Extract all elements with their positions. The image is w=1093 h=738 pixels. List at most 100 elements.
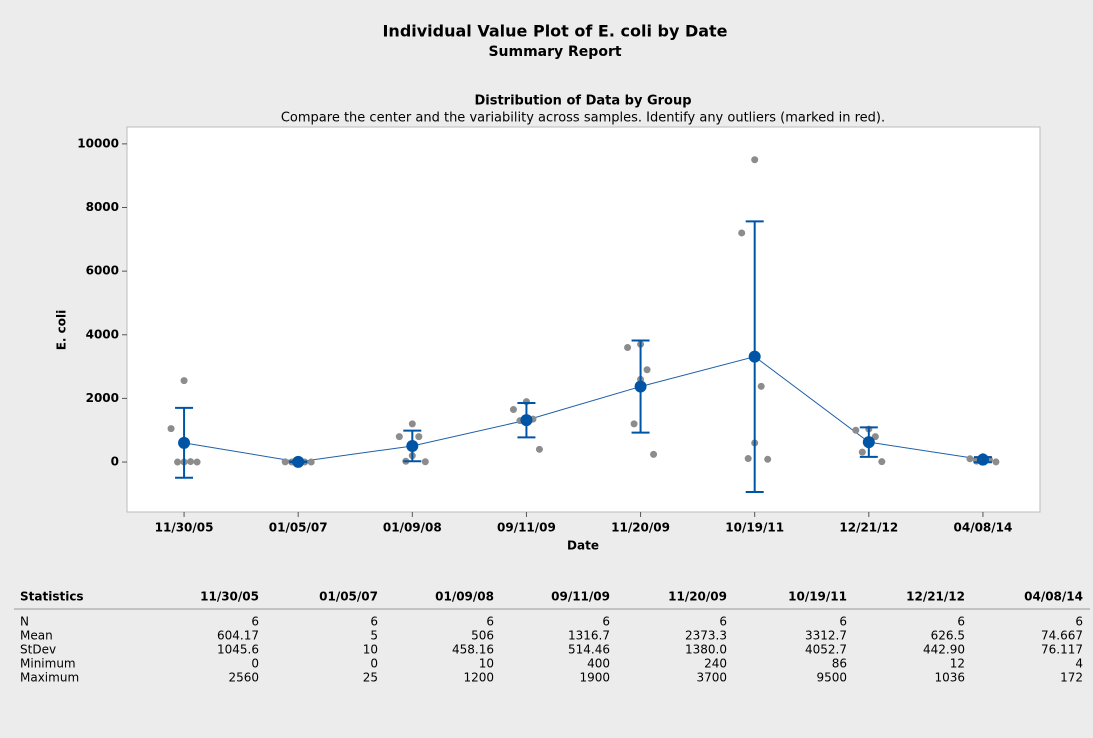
table-cell: 2373.3 bbox=[685, 629, 727, 643]
table-cell: 9500 bbox=[816, 671, 847, 685]
table-cell: 12 bbox=[950, 657, 965, 671]
table-cell: 442.90 bbox=[923, 643, 965, 657]
mean-marker bbox=[976, 453, 989, 466]
table-cell: 400 bbox=[587, 657, 610, 671]
x-tick-label: 12/21/12 bbox=[839, 521, 898, 535]
data-point bbox=[858, 448, 866, 456]
table-cell: 506 bbox=[471, 629, 494, 643]
x-tick-label: 01/09/08 bbox=[383, 521, 442, 535]
data-point bbox=[281, 458, 289, 466]
table-cell: 6 bbox=[839, 615, 847, 629]
mean-marker bbox=[292, 455, 305, 468]
data-point bbox=[624, 344, 632, 351]
table-cell: 86 bbox=[832, 657, 847, 671]
mean-marker bbox=[178, 436, 191, 449]
table-row-label: Maximum bbox=[20, 671, 79, 685]
table-cell: 240 bbox=[704, 657, 727, 671]
table-cell: 0 bbox=[251, 657, 259, 671]
table-cell: 4052.7 bbox=[805, 643, 847, 657]
data-point bbox=[643, 366, 651, 374]
table-cell: 626.5 bbox=[931, 629, 965, 643]
mean-marker bbox=[862, 436, 875, 449]
table-cell: 6 bbox=[486, 615, 494, 629]
data-point bbox=[738, 229, 746, 237]
table-cell: 1900 bbox=[579, 671, 610, 685]
table-cell: 6 bbox=[719, 615, 727, 629]
table-row-label: N bbox=[20, 615, 29, 629]
data-point bbox=[408, 420, 416, 428]
caption: Compare the center and the variability a… bbox=[281, 111, 885, 126]
data-point bbox=[509, 406, 517, 414]
table-cell: 514.46 bbox=[568, 643, 610, 657]
table-cell: 10 bbox=[479, 657, 494, 671]
table-cell: 458.16 bbox=[452, 643, 494, 657]
mean-marker bbox=[634, 380, 647, 393]
table-cell: 25 bbox=[363, 671, 378, 685]
table-column-header: 04/08/14 bbox=[1024, 590, 1083, 604]
table-cell: 4 bbox=[1075, 657, 1083, 671]
x-tick-label: 11/30/05 bbox=[155, 521, 214, 535]
x-tick-label: 10/19/11 bbox=[725, 521, 784, 535]
data-point bbox=[421, 458, 429, 466]
table-column-header: 10/19/11 bbox=[788, 590, 847, 604]
data-point bbox=[878, 458, 886, 466]
table-cell: 3312.7 bbox=[805, 629, 847, 643]
table-cell: 6 bbox=[602, 615, 610, 629]
table-column-header: 09/11/09 bbox=[551, 590, 610, 604]
y-tick-label: 0 bbox=[111, 455, 119, 469]
data-point bbox=[871, 433, 879, 441]
data-point bbox=[307, 458, 315, 466]
data-point bbox=[167, 425, 175, 433]
mean-marker bbox=[406, 439, 419, 452]
x-tick-label: 01/05/07 bbox=[269, 521, 328, 535]
table-cell: 6 bbox=[1075, 615, 1083, 629]
table-cell: 6 bbox=[370, 615, 378, 629]
table-column-header: 01/05/07 bbox=[319, 590, 378, 604]
table-row-label: Mean bbox=[20, 629, 53, 643]
table-cell: 6 bbox=[957, 615, 965, 629]
table-cell: 6 bbox=[251, 615, 259, 629]
data-point bbox=[764, 455, 772, 463]
data-point bbox=[180, 377, 188, 385]
chart-subtitle: Summary Report bbox=[488, 44, 621, 60]
data-point bbox=[630, 420, 638, 428]
y-tick-label: 4000 bbox=[86, 327, 119, 341]
mean-line bbox=[183, 356, 984, 463]
data-point bbox=[415, 433, 423, 441]
mean-marker bbox=[748, 350, 761, 363]
y-tick-label: 2000 bbox=[86, 391, 119, 405]
table-column-header: 01/09/08 bbox=[435, 590, 494, 604]
table-cell: 1200 bbox=[463, 671, 494, 685]
table-cell: 5 bbox=[370, 629, 378, 643]
y-tick-label: 6000 bbox=[86, 264, 119, 278]
data-point bbox=[992, 458, 1000, 466]
table-cell: 74.667 bbox=[1041, 629, 1083, 643]
data-point bbox=[187, 458, 195, 466]
chart-title: Individual Value Plot of E. coli by Date bbox=[382, 22, 727, 41]
data-point bbox=[650, 450, 658, 458]
x-tick-label: 09/11/09 bbox=[497, 521, 556, 535]
table-cell: 2560 bbox=[228, 671, 259, 685]
data-point bbox=[193, 458, 201, 466]
table-column-header: 12/21/12 bbox=[906, 590, 965, 604]
x-axis-label: Date bbox=[567, 539, 599, 553]
table-cell: 3700 bbox=[696, 671, 727, 685]
table-cell: 172 bbox=[1060, 671, 1083, 685]
table-column-header: 11/20/09 bbox=[668, 590, 727, 604]
data-point bbox=[966, 455, 974, 463]
table-cell: 1316.7 bbox=[568, 629, 610, 643]
table-cell: 76.117 bbox=[1041, 643, 1083, 657]
table-cell: 1045.6 bbox=[217, 643, 259, 657]
plot-area bbox=[126, 126, 1041, 513]
table-row-label: Minimum bbox=[20, 657, 76, 671]
table-row-label: StDev bbox=[20, 643, 56, 657]
x-tick-label: 04/08/14 bbox=[954, 521, 1013, 535]
table-cell: 1380.0 bbox=[685, 643, 727, 657]
data-point bbox=[535, 445, 543, 453]
table-header: Statistics bbox=[20, 590, 84, 604]
table-cell: 604.17 bbox=[217, 629, 259, 643]
data-point bbox=[751, 156, 759, 164]
y-axis-label: E. coli bbox=[55, 310, 69, 351]
